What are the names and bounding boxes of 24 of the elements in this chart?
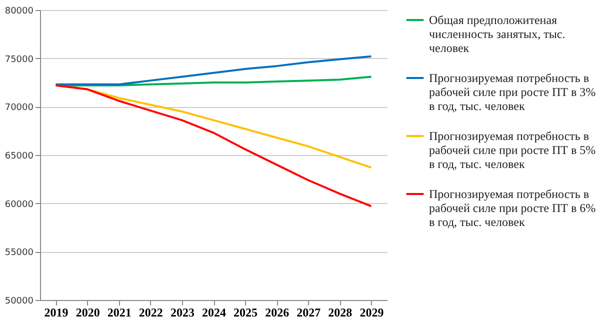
x-tick-label: 2020 xyxy=(76,306,100,320)
legend-label: Прогнозируемая потребность в рабочей силе при росте ПТ в 3% в год, тыс. человек xyxy=(429,71,596,113)
y-tick-label: 80000 xyxy=(4,6,34,16)
y-tick-label: 65000 xyxy=(4,152,34,162)
x-tick-label: 2021 xyxy=(107,306,132,320)
x-tick-label: 2024 xyxy=(202,306,226,320)
y-tick-label: 60000 xyxy=(4,200,34,210)
x-tick-label: 2023 xyxy=(170,306,194,320)
x-tick-label: 2019 xyxy=(44,306,68,320)
x-tick-label: 2022 xyxy=(138,306,163,320)
legend-label: Общая предположитеная численность занятых, тыс. человек xyxy=(429,13,566,55)
x-tick-label: 2025 xyxy=(234,306,258,320)
y-tick-label: 55000 xyxy=(4,248,34,258)
line-series xyxy=(54,84,372,208)
x-tick-label: 2027 xyxy=(296,306,321,320)
legend-label: Прогнозируемая потребность в рабочей силе при росте ПТ в 5% в год, тыс. человек xyxy=(429,129,596,171)
y-tick-label: 75000 xyxy=(4,54,34,65)
x-tick-label: 2026 xyxy=(265,306,290,320)
line-series xyxy=(54,55,372,86)
legend-label: Прогнозируемая потребность в рабочей силе при росте ПТ в 6% в год, тыс. человек xyxy=(429,187,596,229)
y-tick-label: 70000 xyxy=(4,103,34,114)
x-tick-label: 2028 xyxy=(328,306,352,320)
x-tick-label: 2029 xyxy=(360,306,384,320)
y-tick-label: 50000 xyxy=(4,296,34,306)
